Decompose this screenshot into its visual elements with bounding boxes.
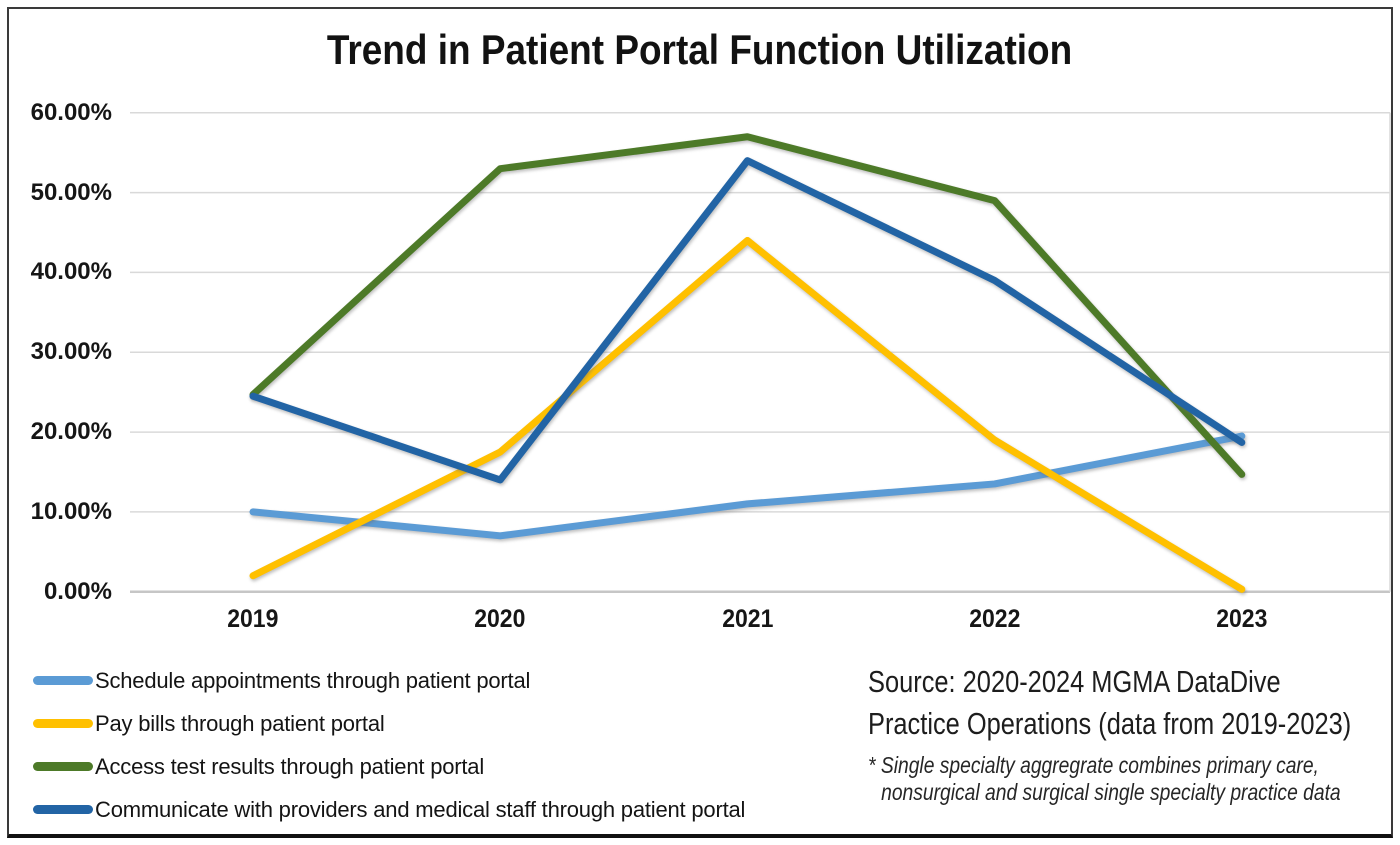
legend-item: Pay bills through patient portal (33, 702, 745, 745)
plot-area (130, 112, 1391, 593)
y-axis-tick-label: 30.00% (30, 338, 112, 366)
source-footnote-1: * Single specialty aggregrate combines p… (868, 752, 1319, 778)
legend-swatch (33, 719, 93, 728)
legend-swatch (33, 676, 93, 685)
x-axis-tick-text: 2023 (1216, 605, 1268, 633)
chart-legend: Schedule appointments through patient po… (33, 659, 745, 831)
x-axis-tick-label: 2020 (440, 604, 560, 634)
legend-label: Communicate with providers and medical s… (95, 796, 746, 822)
source-block: Source: 2020-2024 MGMA DataDive Practice… (868, 661, 1400, 806)
x-axis-tick-label: 2019 (193, 604, 313, 634)
y-axis-tick-label: 0.00% (43, 577, 112, 605)
legend-swatch (33, 805, 93, 814)
y-axis-tick-label: 50.00% (30, 178, 112, 206)
series-line-2 (249, 133, 1246, 478)
y-axis-tick-label: 40.00% (30, 258, 112, 286)
legend-item: Schedule appointments through patient po… (33, 659, 745, 702)
source-line-1: Source: 2020-2024 MGMA DataDive (868, 664, 1281, 699)
legend-label: Access test results through patient port… (95, 753, 485, 779)
x-axis-tick-label: 2022 (935, 604, 1055, 634)
series-line-3 (249, 157, 1246, 484)
legend-item: Access test results through patient port… (33, 745, 745, 788)
source-footnote-2: nonsurgical and surgical single specialt… (881, 779, 1341, 805)
y-axis-tick-label: 20.00% (30, 418, 112, 446)
x-axis-tick-label: 2023 (1182, 604, 1302, 634)
chart-title: Trend in Patient Portal Function Utiliza… (0, 26, 1400, 74)
x-axis-tick-text: 2022 (969, 605, 1021, 633)
series-line-1 (249, 237, 1246, 593)
series-line-0 (249, 432, 1246, 540)
x-axis-tick-text: 2021 (721, 605, 773, 633)
x-axis-tick-text: 2019 (227, 605, 279, 633)
legend-swatch (33, 762, 93, 771)
chart-title-text: Trend in Patient Portal Function Utiliza… (327, 26, 1073, 73)
source-line-2: Practice Operations (data from 2019-2023… (868, 706, 1352, 741)
x-axis-tick-text: 2020 (474, 605, 526, 633)
y-axis-tick-label: 10.00% (30, 497, 112, 525)
y-axis-tick-label: 60.00% (30, 98, 112, 126)
x-axis-tick-label: 2021 (687, 604, 807, 634)
legend-item: Communicate with providers and medical s… (33, 788, 745, 831)
legend-label: Pay bills through patient portal (95, 710, 385, 736)
legend-label: Schedule appointments through patient po… (95, 667, 531, 693)
